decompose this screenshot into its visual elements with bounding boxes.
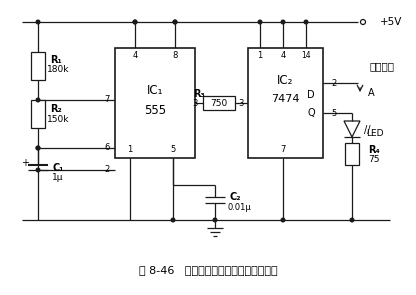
Text: R₂: R₂ [50, 104, 62, 114]
Circle shape [133, 20, 137, 24]
Text: 150k: 150k [47, 114, 69, 124]
Text: A: A [368, 88, 375, 98]
Text: 7: 7 [280, 145, 286, 155]
Circle shape [36, 98, 40, 102]
Text: 7: 7 [104, 96, 110, 104]
Text: 8: 8 [172, 52, 178, 60]
Text: 图 8-46   检测高、低电平的逻辑探头电路: 图 8-46 检测高、低电平的逻辑探头电路 [139, 265, 277, 275]
Circle shape [213, 218, 217, 222]
Text: IC₂: IC₂ [277, 75, 294, 88]
Circle shape [258, 20, 262, 24]
Circle shape [171, 218, 175, 222]
Circle shape [36, 20, 40, 24]
Text: 4: 4 [132, 52, 138, 60]
Text: 2: 2 [104, 165, 110, 175]
Bar [248, 48, 323, 158]
Circle shape [133, 20, 137, 24]
Text: +5V: +5V [380, 17, 402, 27]
Bar [345, 143, 359, 165]
Text: 3: 3 [239, 99, 244, 107]
Text: 0.01μ: 0.01μ [227, 202, 251, 212]
Text: 555: 555 [144, 104, 166, 117]
Text: //: // [364, 125, 371, 135]
Text: 1: 1 [127, 145, 133, 155]
Text: LED: LED [366, 129, 384, 137]
Text: 1μ: 1μ [52, 173, 64, 181]
Text: 14: 14 [301, 52, 311, 60]
Circle shape [36, 146, 40, 150]
Bar [31, 100, 45, 128]
Text: R₄: R₄ [368, 145, 380, 155]
Circle shape [350, 218, 354, 222]
Text: 5: 5 [171, 145, 176, 155]
Circle shape [173, 20, 177, 24]
Text: 75: 75 [368, 155, 379, 165]
Text: 逻辑探头: 逻辑探头 [370, 61, 395, 71]
Text: 4: 4 [280, 52, 286, 60]
Circle shape [36, 168, 40, 172]
Circle shape [281, 20, 285, 24]
Text: IC₁: IC₁ [147, 84, 163, 98]
Text: 180k: 180k [47, 65, 69, 75]
Text: Q: Q [307, 108, 315, 118]
Bar [203, 96, 235, 110]
Circle shape [281, 218, 285, 222]
Text: +: + [21, 158, 29, 168]
Text: C₂: C₂ [229, 192, 241, 202]
Text: C₁: C₁ [52, 163, 64, 173]
Text: 1: 1 [258, 52, 262, 60]
Text: 3: 3 [193, 99, 198, 107]
Bar [115, 48, 195, 158]
Text: D: D [307, 90, 315, 100]
Text: 750: 750 [210, 99, 228, 107]
Text: 5: 5 [331, 109, 336, 117]
Text: R₁: R₁ [50, 55, 62, 65]
Text: R₃: R₃ [193, 89, 205, 99]
Text: 2: 2 [331, 78, 336, 88]
Text: 7474: 7474 [271, 94, 300, 104]
Circle shape [173, 20, 177, 24]
Bar [31, 52, 45, 80]
Circle shape [36, 146, 40, 150]
Text: 6: 6 [104, 143, 110, 153]
Circle shape [304, 20, 308, 24]
